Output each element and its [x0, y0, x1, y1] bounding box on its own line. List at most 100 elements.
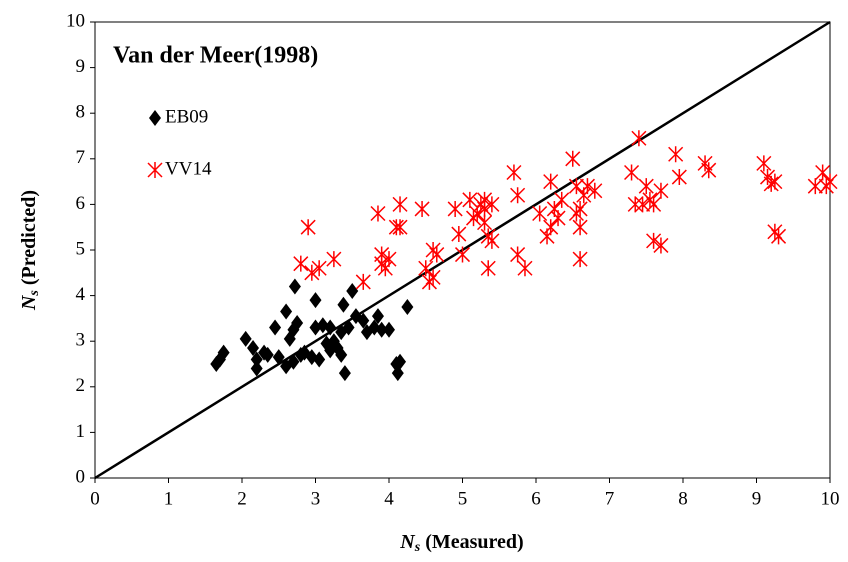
x-tick-label: 5: [458, 488, 468, 509]
x-tick-label: 4: [384, 488, 394, 509]
point: [391, 365, 404, 382]
point: [653, 237, 669, 254]
point: [510, 246, 526, 263]
y-tick-label: 3: [76, 330, 86, 351]
y-axis-text: (Predicted): [18, 190, 40, 290]
point: [250, 351, 263, 368]
point: [815, 164, 831, 181]
point: [381, 251, 397, 268]
point: [771, 228, 787, 245]
point: [374, 246, 390, 263]
x-tick-label: 6: [531, 488, 541, 509]
point: [565, 150, 581, 167]
x-tick-label: 7: [605, 488, 615, 509]
point: [288, 278, 301, 295]
point: [572, 200, 588, 217]
y-tick-label: 4: [76, 284, 86, 305]
point: [510, 187, 526, 204]
point: [451, 226, 467, 243]
y-axis-symbol: N: [18, 294, 40, 311]
x-tick-label: 10: [821, 488, 840, 509]
point: [454, 246, 471, 263]
point: [668, 146, 684, 163]
x-tick-label: 8: [678, 488, 688, 509]
point: [342, 319, 355, 336]
x-axis-symbol: N: [399, 531, 416, 553]
point: [462, 191, 478, 208]
point: [767, 173, 783, 190]
y-tick-label: 1: [76, 421, 86, 442]
point: [247, 340, 260, 357]
x-tick-label: 9: [752, 488, 762, 509]
point: [309, 292, 322, 309]
point: [447, 200, 463, 217]
legend-marker: [149, 110, 161, 126]
y-tick-label: 2: [76, 375, 86, 396]
point: [579, 178, 595, 195]
point: [506, 164, 522, 181]
point: [480, 260, 496, 277]
point: [291, 314, 304, 331]
point: [324, 319, 337, 336]
y-tick-label: 8: [76, 102, 86, 123]
y-tick-label: 10: [66, 10, 85, 31]
point: [543, 219, 559, 236]
point: [568, 178, 584, 195]
point: [375, 321, 388, 338]
x-tick-label: 1: [164, 488, 174, 509]
point: [635, 196, 651, 213]
point: [484, 232, 500, 249]
point: [261, 346, 274, 363]
point: [394, 353, 407, 370]
legend-marker: [147, 162, 163, 178]
point: [383, 321, 395, 338]
point: [280, 303, 293, 320]
x-tick-label: 2: [237, 488, 247, 509]
legend-label: EB09: [165, 106, 208, 127]
y-tick-label: 6: [76, 193, 86, 214]
y-axis-title: Ns (Predicted): [18, 190, 43, 311]
point: [671, 169, 687, 186]
point: [484, 196, 500, 213]
point: [701, 162, 717, 179]
point: [543, 173, 559, 190]
point: [338, 365, 351, 382]
point: [587, 182, 603, 199]
point: [357, 312, 370, 329]
point: [572, 251, 588, 268]
chart-title: Van der Meer(1998): [113, 43, 318, 69]
point: [371, 308, 384, 325]
point: [822, 173, 838, 190]
point: [550, 210, 566, 227]
point: [697, 155, 713, 172]
point: [756, 155, 772, 172]
point: [653, 182, 669, 199]
point: [239, 330, 252, 347]
point: [300, 219, 316, 236]
point: [370, 205, 386, 222]
point: [313, 351, 326, 368]
point: [477, 200, 493, 217]
point: [392, 196, 408, 213]
point: [346, 283, 359, 300]
legend-label: VV14: [165, 158, 212, 179]
point: [287, 353, 300, 370]
point: [293, 255, 309, 272]
x-axis-subscript: s: [414, 540, 421, 555]
y-tick-label: 9: [76, 56, 86, 77]
point: [326, 251, 342, 268]
point: [646, 232, 662, 249]
y-axis-subscript: s: [27, 290, 42, 297]
point: [807, 178, 823, 195]
point: [759, 169, 776, 186]
point: [624, 164, 640, 181]
point: [272, 349, 285, 366]
point: [355, 273, 371, 290]
point: [418, 260, 434, 277]
point: [250, 360, 263, 377]
point: [638, 178, 654, 195]
x-tick-label: 3: [311, 488, 321, 509]
x-axis-title: Ns (Measured): [399, 531, 523, 556]
point: [477, 214, 493, 231]
